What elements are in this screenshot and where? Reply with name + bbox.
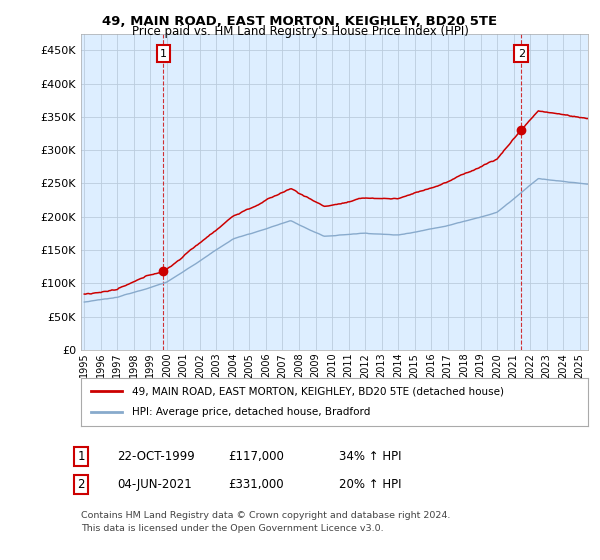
- Text: 20% ↑ HPI: 20% ↑ HPI: [339, 478, 401, 491]
- Text: 49, MAIN ROAD, EAST MORTON, KEIGHLEY, BD20 5TE: 49, MAIN ROAD, EAST MORTON, KEIGHLEY, BD…: [103, 15, 497, 27]
- Text: £331,000: £331,000: [228, 478, 284, 491]
- Text: 2: 2: [518, 49, 525, 59]
- Text: 04-JUN-2021: 04-JUN-2021: [117, 478, 192, 491]
- Text: 1: 1: [77, 450, 85, 463]
- Text: Contains HM Land Registry data © Crown copyright and database right 2024.: Contains HM Land Registry data © Crown c…: [81, 511, 451, 520]
- Text: This data is licensed under the Open Government Licence v3.0.: This data is licensed under the Open Gov…: [81, 524, 383, 533]
- Text: Price paid vs. HM Land Registry's House Price Index (HPI): Price paid vs. HM Land Registry's House …: [131, 25, 469, 38]
- Text: 2: 2: [77, 478, 85, 491]
- Text: 1: 1: [160, 49, 167, 59]
- Text: HPI: Average price, detached house, Bradford: HPI: Average price, detached house, Brad…: [132, 407, 370, 417]
- Text: £117,000: £117,000: [228, 450, 284, 463]
- Text: 22-OCT-1999: 22-OCT-1999: [117, 450, 195, 463]
- Text: 34% ↑ HPI: 34% ↑ HPI: [339, 450, 401, 463]
- Text: 49, MAIN ROAD, EAST MORTON, KEIGHLEY, BD20 5TE (detached house): 49, MAIN ROAD, EAST MORTON, KEIGHLEY, BD…: [132, 386, 504, 396]
